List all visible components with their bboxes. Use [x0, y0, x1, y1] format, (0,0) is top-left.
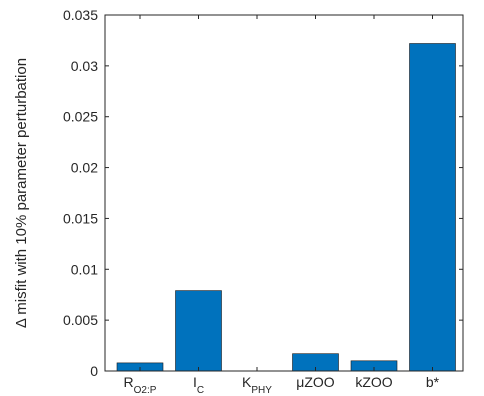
bars-group	[116, 43, 456, 372]
y-tick-label: 0.035	[63, 7, 98, 23]
y-tick-label: 0.02	[71, 160, 98, 176]
x-tick-label-3: μZOO	[296, 374, 335, 390]
y-tick-label: 0.015	[63, 210, 98, 226]
axes-group	[104, 14, 464, 372]
plot-area	[105, 15, 463, 371]
x-ticks-group: RO2:P IC KPHY μZOO kZOO b*	[124, 15, 440, 396]
y-tick-label: 0	[90, 363, 98, 379]
y-tick-label: 0.03	[71, 58, 98, 74]
x-tick-label-1: IC	[193, 374, 204, 396]
x-tick-label-4: kZOO	[355, 374, 392, 390]
x-tick-label-5: b*	[426, 374, 440, 390]
x-tick-label-0: RO2:P	[124, 374, 157, 396]
y-tick-label: 0.025	[63, 109, 98, 125]
bar-1	[175, 290, 222, 372]
bar-5	[409, 43, 456, 372]
y-ticks-group: 0 0.005 0.01 0.015 0.02 0.025 0.03 0.035	[63, 7, 463, 379]
y-axis-label: Δ misfit with 10% parameter perturbation	[13, 58, 30, 328]
axes-box	[104, 14, 464, 372]
y-tick-label: 0.005	[63, 312, 98, 328]
y-tick-label: 0.01	[71, 261, 98, 277]
x-tick-label-2: KPHY	[242, 374, 272, 396]
